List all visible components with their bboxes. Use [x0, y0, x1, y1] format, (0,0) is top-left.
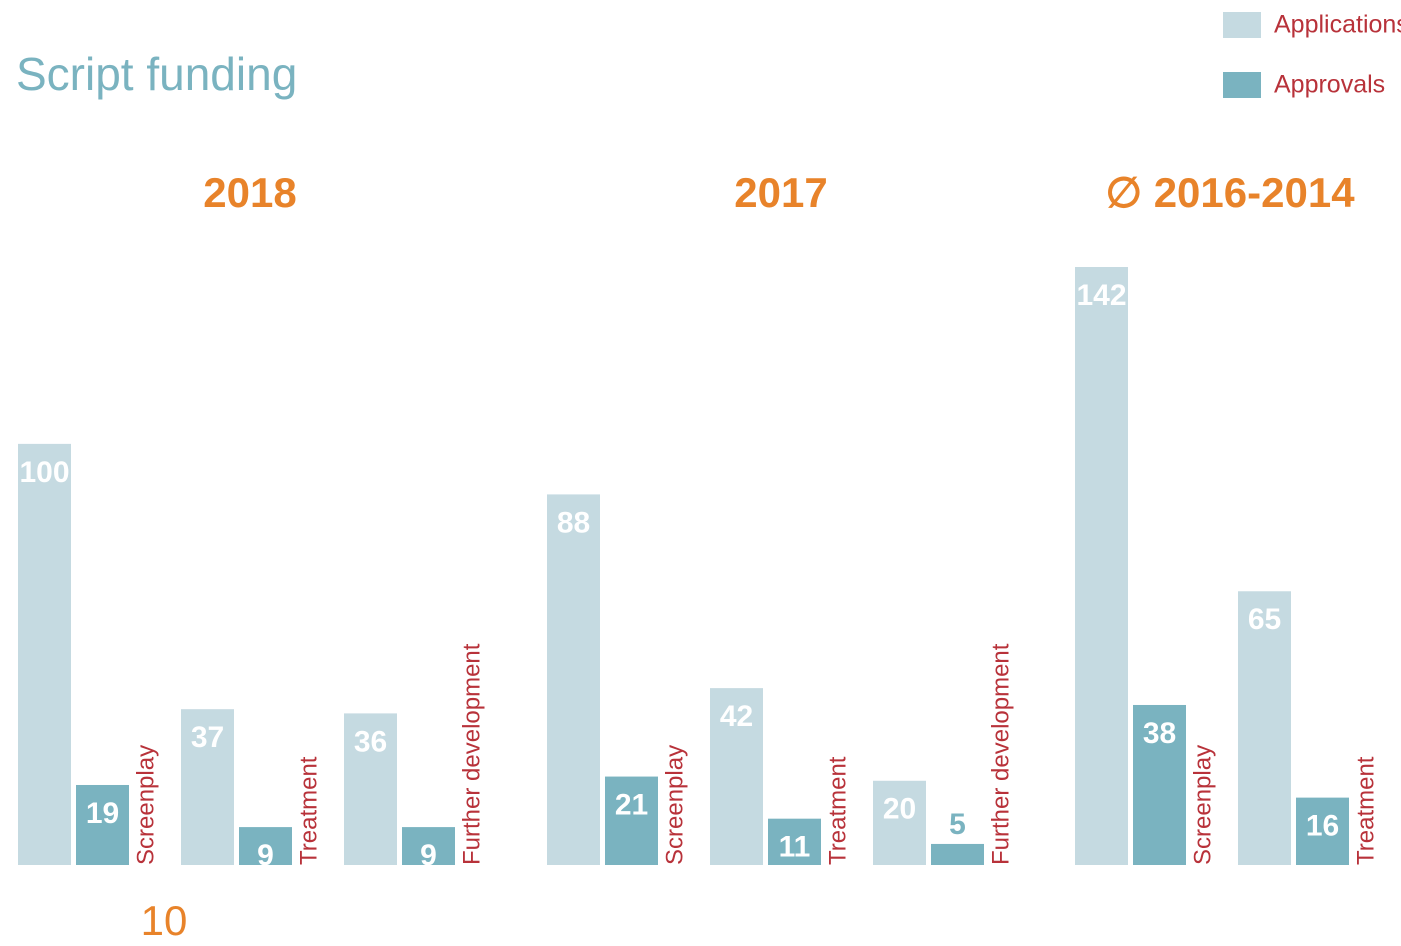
value-label: 11 — [779, 831, 811, 864]
value-label: 9 — [257, 839, 274, 872]
page-title: Script funding — [16, 48, 297, 100]
bar — [547, 494, 600, 865]
bar — [344, 713, 397, 865]
value-label: 5 — [949, 808, 966, 841]
value-label: 65 — [1248, 603, 1281, 636]
value-label: 88 — [557, 506, 590, 539]
category-label: Treatment — [824, 756, 851, 865]
value-label: 21 — [615, 788, 648, 821]
bar — [1238, 591, 1291, 865]
legend-label: Applications — [1274, 11, 1401, 39]
legend-swatch — [1223, 72, 1261, 98]
category-label: Screenplay — [132, 745, 159, 865]
bar — [76, 784, 129, 865]
value-label: 100 — [19, 456, 69, 489]
value-label: 142 — [1076, 279, 1126, 312]
bar — [710, 688, 763, 865]
category-label: Further development — [458, 643, 485, 865]
legend-label: Approvals — [1274, 71, 1385, 99]
category-label: Treatment — [1352, 756, 1379, 865]
panel-title: 2017 — [734, 169, 827, 216]
page-number: 10 — [141, 897, 188, 944]
legend-swatch — [1223, 12, 1261, 38]
value-label: 19 — [86, 797, 119, 830]
value-label: 42 — [720, 700, 753, 733]
value-label: 9 — [420, 839, 437, 872]
bar — [239, 827, 292, 865]
bar — [181, 709, 234, 865]
value-label: 38 — [1143, 717, 1176, 750]
bar — [402, 827, 455, 865]
value-label: 20 — [883, 793, 916, 826]
category-label: Treatment — [295, 756, 322, 865]
bar — [768, 818, 821, 865]
category-label: Screenplay — [1189, 745, 1216, 865]
bar — [1133, 704, 1186, 865]
category-label: Screenplay — [661, 745, 688, 865]
bar — [18, 443, 71, 865]
bar — [1075, 267, 1128, 865]
bar — [873, 780, 926, 865]
bar — [605, 776, 658, 865]
value-label: 36 — [354, 725, 387, 758]
bar — [1296, 797, 1349, 865]
value-label: 37 — [191, 721, 224, 754]
panel-title: ∅ 2016-2014 — [1105, 169, 1355, 216]
category-label: Further development — [987, 643, 1014, 865]
panel-title: 2018 — [203, 169, 296, 216]
value-label: 16 — [1306, 810, 1339, 843]
bar — [931, 843, 984, 865]
